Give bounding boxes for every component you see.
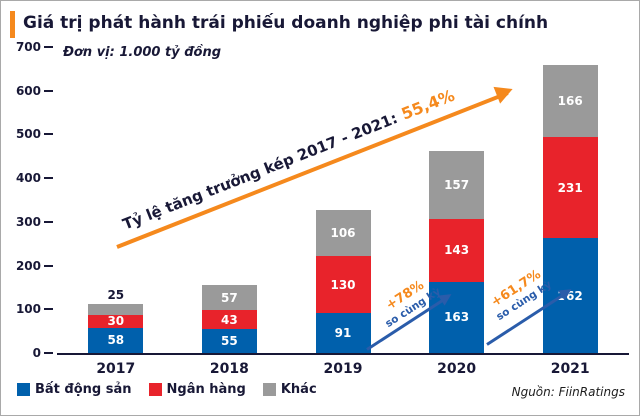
- x-axis-category-label: 2018: [209, 361, 249, 377]
- bar-segment: [315, 256, 371, 314]
- bar-segment: [315, 313, 371, 353]
- y-axis-tick-label: 500: [15, 127, 41, 142]
- chart-title: Giá trị phát hành trái phiếu doanh nghiệ…: [23, 13, 549, 33]
- legend-swatch: [262, 383, 276, 396]
- legend-item: Khác: [262, 382, 317, 397]
- bar-segment: [429, 281, 485, 353]
- bar-value-label: 55: [221, 333, 238, 348]
- cagr-annotation-value: 55,4%: [398, 85, 458, 124]
- x-axis-category-label: 2019: [323, 361, 363, 377]
- bar-segment: [201, 310, 257, 329]
- legend-swatch: [17, 383, 30, 396]
- bar-segment: [88, 314, 144, 328]
- bar-value-label: 262: [557, 288, 583, 303]
- legend-item: Bất động sản: [17, 382, 132, 397]
- legend-label: Khác: [280, 382, 317, 397]
- bar-value-label: 58: [107, 333, 125, 348]
- x-axis-line: [57, 353, 629, 355]
- x-axis-category-label: 2017: [96, 361, 136, 377]
- y-axis-tick-label: 300: [15, 214, 41, 229]
- bar-value-label: 106: [330, 226, 356, 241]
- bar-value-label: 57: [221, 290, 238, 305]
- legend-label: Ngân hàng: [166, 382, 246, 397]
- y-axis-tick-mark: [44, 89, 53, 92]
- y-axis-tick-label: 200: [15, 258, 41, 273]
- cagr-annotation: Tỷ lệ tăng trưởng kép 2017 - 2021:55,4%: [120, 85, 458, 234]
- bar-value-label: 130: [330, 277, 356, 292]
- bar-value-label: 163: [444, 310, 470, 325]
- bar-value-label: 25: [107, 287, 125, 302]
- bar-segment: [201, 328, 257, 353]
- bar-segment: [542, 238, 598, 353]
- x-axis-category-label: 2020: [437, 361, 477, 377]
- y-axis-tick-mark: [44, 177, 53, 180]
- bar-value-label: 157: [444, 177, 470, 192]
- legend: Bất động sản Ngân hàng Khác: [17, 382, 317, 397]
- y-axis-tick-label: 400: [15, 171, 41, 186]
- bar-segment: [429, 219, 485, 282]
- bar-segment: [542, 64, 598, 138]
- y-axis-tick-mark: [44, 133, 53, 136]
- bar-segment: [315, 210, 371, 257]
- y-axis-tick-mark: [44, 352, 53, 354]
- x-axis-category-label: 2021: [550, 361, 590, 377]
- y-axis-tick-label: 700: [15, 40, 41, 54]
- title-accent-bar: [10, 11, 15, 38]
- bar-segment: [201, 285, 257, 311]
- y-axis-tick-label: 100: [15, 302, 41, 317]
- bar-segment: [429, 150, 485, 220]
- y-axis-tick-mark: [44, 46, 53, 48]
- legend-item: Ngân hàng: [148, 382, 246, 397]
- bar-value-label: 91: [334, 326, 352, 341]
- y-axis-tick-mark: [44, 220, 53, 223]
- legend-swatch: [148, 383, 162, 396]
- bar-value-label: 43: [221, 312, 238, 327]
- unit-label: Đơn vị: 1.000 tỷ đồng: [63, 45, 222, 60]
- bar-segment: [542, 137, 598, 239]
- arrow-head-icon: [493, 80, 516, 104]
- y-axis-tick-label: 600: [15, 83, 41, 98]
- y-axis-tick-label: 0: [32, 346, 41, 360]
- bar-value-label: 143: [444, 243, 470, 258]
- bar-value-label: 30: [107, 314, 125, 329]
- bar-segment: [88, 303, 144, 315]
- y-axis-tick-mark: [44, 308, 53, 311]
- bar-segment: [88, 327, 144, 353]
- legend-label: Bất động sản: [35, 382, 132, 397]
- bar-value-label: 231: [557, 180, 583, 195]
- source-label: Nguồn: FiinRatings: [511, 385, 625, 399]
- y-axis-tick-mark: [44, 264, 53, 267]
- bar-value-label: 166: [557, 94, 583, 109]
